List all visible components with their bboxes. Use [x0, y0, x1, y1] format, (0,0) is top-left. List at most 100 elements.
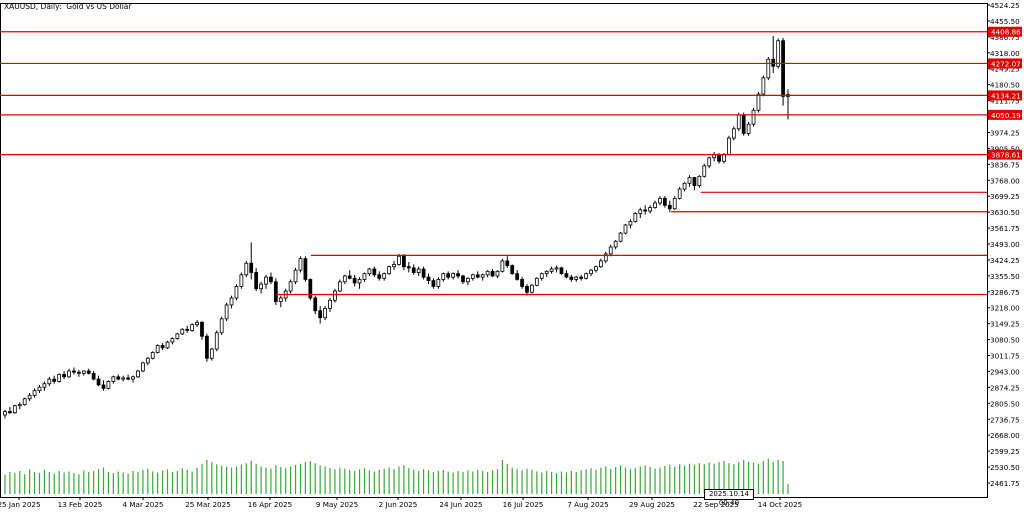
price-level-label: 4050.19 — [991, 111, 1021, 120]
candle — [564, 273, 569, 278]
candle — [461, 275, 465, 283]
candle — [559, 267, 564, 275]
candle — [96, 378, 101, 386]
candle — [86, 370, 91, 374]
y-tick-label: 3011.75 — [990, 352, 1020, 361]
y-tick-label: 3218.00 — [990, 304, 1020, 313]
price-level-label-bg — [988, 149, 1022, 160]
candle — [781, 40, 785, 97]
candle — [534, 277, 539, 286]
y-tick-label: 4249.25 — [990, 65, 1020, 74]
candle — [219, 318, 224, 334]
y-tick-label: 2943.00 — [990, 367, 1020, 376]
candle — [387, 266, 391, 275]
candle — [731, 128, 736, 139]
candle — [490, 270, 495, 277]
candle — [254, 272, 259, 290]
price-level-label: 4408.86 — [991, 28, 1021, 37]
candle — [658, 197, 662, 204]
candle — [397, 255, 401, 265]
candle — [756, 93, 761, 111]
candle — [190, 324, 195, 331]
plot-frame — [0, 3, 988, 498]
candle — [362, 273, 367, 280]
candle — [766, 58, 771, 79]
candle — [111, 376, 116, 382]
candle — [579, 276, 584, 279]
candle — [8, 411, 12, 414]
candle — [500, 260, 505, 272]
x-tick-label: 2 Jun 2025 — [379, 500, 418, 509]
y-tick-label: 4318.00 — [990, 49, 1020, 58]
candle — [667, 204, 672, 210]
candle — [116, 376, 121, 380]
candle — [633, 213, 638, 222]
x-tick-label: 4 Mar 2025 — [123, 500, 164, 509]
candle — [244, 262, 249, 276]
x-tick-label: 13 Feb 2025 — [58, 500, 103, 509]
y-tick-label: 4111.75 — [990, 97, 1020, 106]
price-level-label: 4272.07 — [991, 59, 1021, 68]
y-tick-label: 4524.25 — [990, 1, 1020, 10]
candle — [273, 281, 278, 302]
candle — [722, 153, 726, 162]
candle — [195, 321, 199, 326]
x-tick-label: 25 Jan 2025 — [0, 500, 41, 509]
candle — [549, 268, 554, 272]
candle — [392, 263, 396, 268]
candle — [337, 281, 342, 292]
candle — [180, 328, 185, 335]
candle — [224, 304, 229, 320]
candle — [101, 384, 106, 389]
candle — [702, 165, 707, 177]
candle — [170, 338, 175, 343]
y-tick-label: 3699.25 — [990, 192, 1020, 201]
candle — [663, 197, 667, 206]
candle — [12, 405, 17, 414]
candle — [569, 276, 574, 280]
candle — [175, 333, 180, 339]
candle — [239, 274, 244, 287]
candle — [598, 260, 603, 268]
x-tick-label: 16 Apr 2025 — [248, 500, 292, 509]
candle — [470, 274, 475, 279]
candle — [544, 270, 549, 275]
candle — [682, 182, 687, 190]
candle — [22, 398, 27, 406]
candle — [751, 109, 756, 125]
candle — [269, 276, 273, 283]
candle — [357, 279, 362, 284]
y-tick-label: 4180.50 — [990, 81, 1020, 90]
candle — [446, 273, 451, 278]
candle — [278, 297, 283, 302]
x-tick-label: 9 May 2025 — [316, 500, 358, 509]
candle — [264, 276, 268, 285]
candle — [333, 290, 337, 301]
chart-title: XAUUSD, Daily: Gold vs US Dollar — [4, 2, 132, 11]
candle — [707, 157, 712, 167]
candle — [746, 123, 751, 134]
y-tick-label: 2530.50 — [990, 463, 1020, 472]
candle — [456, 273, 460, 277]
candle — [717, 153, 721, 162]
candle — [150, 352, 155, 359]
candle — [298, 258, 303, 271]
y-tick-label: 3630.50 — [990, 208, 1020, 217]
candle — [106, 381, 111, 389]
candle — [623, 224, 628, 234]
candle — [52, 378, 57, 382]
x-tick-label: 22 Sep 2025 — [693, 500, 739, 509]
candle — [421, 268, 426, 278]
candle — [328, 299, 332, 309]
candle — [554, 267, 559, 270]
candle — [436, 279, 441, 287]
candle — [426, 276, 431, 282]
candle — [288, 281, 293, 292]
candle — [377, 274, 382, 279]
candle — [416, 268, 421, 273]
candle — [485, 270, 490, 276]
candle — [776, 40, 781, 67]
candle — [727, 137, 731, 155]
